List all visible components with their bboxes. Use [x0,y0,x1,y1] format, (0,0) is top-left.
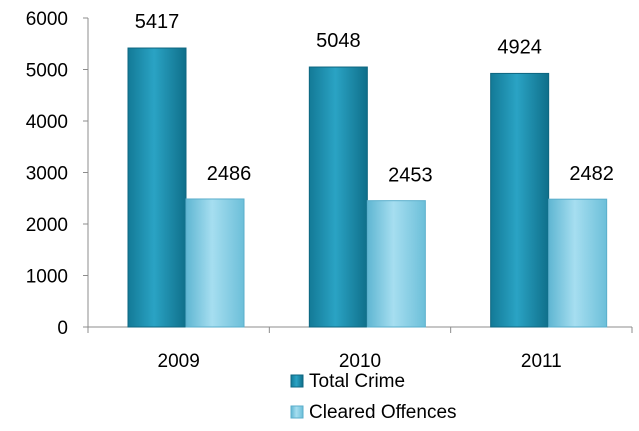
x-tick-label: 2009 [158,351,200,372]
bar-total-crime-2011 [490,72,550,328]
bar-cleared-offences-2009 [185,198,245,328]
bar-cleared-offences-2010 [366,200,426,328]
bar-cleared-offences-2011 [548,198,608,328]
x-axis: 2009 2010 2011 [87,326,633,372]
data-label: 5048 [316,30,361,52]
legend-label: Total Crime [309,371,405,392]
x-tick-label: 2011 [521,351,562,372]
y-axis: 0 1000 2000 3000 4000 5000 6000 [26,9,89,339]
y-tick-label: 6000 [26,9,68,30]
data-label: 2482 [569,163,614,185]
data-label: 5417 [135,11,180,33]
bar-total-crime-2009 [127,47,187,328]
legend-label: Cleared Offences [309,402,457,423]
legend: Total Crime Cleared Offences [290,371,457,423]
x-tick-label: 2010 [339,351,381,372]
bar-total-crime-2010 [308,66,368,328]
y-tick-label: 5000 [26,61,68,82]
y-tick-label: 3000 [26,164,68,185]
data-label: 2453 [388,165,433,187]
y-tick-label: 1000 [26,267,68,288]
y-tick-label: 4000 [26,112,68,133]
y-tick-label: 0 [57,318,68,339]
bars: 5417 5048 4924 2486 2453 2482 [127,11,614,328]
y-tick-label: 2000 [26,215,68,236]
data-label: 4924 [497,36,542,58]
legend-swatch [290,405,304,419]
legend-swatch [290,374,304,388]
data-label: 2486 [207,163,252,185]
